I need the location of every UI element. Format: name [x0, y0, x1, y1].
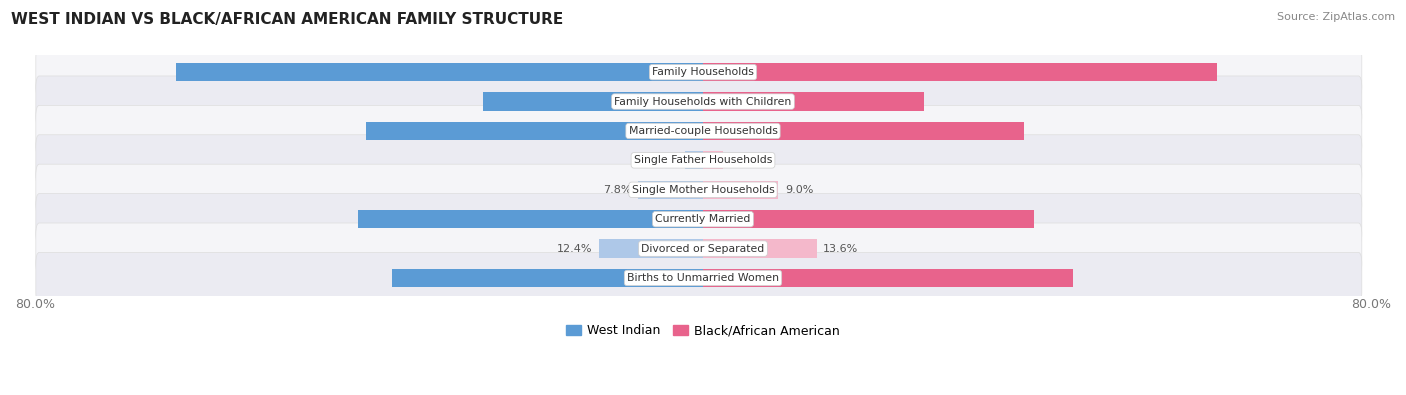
Text: Currently Married: Currently Married	[655, 214, 751, 224]
Text: 40.3%: 40.3%	[655, 126, 690, 136]
Bar	[484, 92, 703, 111]
Bar	[367, 122, 703, 140]
Text: 26.5%: 26.5%	[716, 96, 751, 107]
FancyBboxPatch shape	[35, 252, 1362, 304]
FancyBboxPatch shape	[35, 105, 1362, 156]
Text: Source: ZipAtlas.com: Source: ZipAtlas.com	[1277, 12, 1395, 22]
FancyBboxPatch shape	[35, 76, 1362, 127]
Bar	[703, 151, 723, 169]
Bar	[599, 239, 703, 258]
Text: 61.5%: 61.5%	[716, 67, 751, 77]
Bar	[638, 181, 703, 199]
FancyBboxPatch shape	[35, 194, 1362, 245]
Text: Married-couple Households: Married-couple Households	[628, 126, 778, 136]
Text: Births to Unmarried Women: Births to Unmarried Women	[627, 273, 779, 283]
Bar	[703, 181, 778, 199]
Text: Divorced or Separated: Divorced or Separated	[641, 244, 765, 254]
FancyBboxPatch shape	[35, 164, 1362, 215]
Bar	[703, 210, 1033, 228]
Bar	[703, 269, 1073, 287]
Legend: West Indian, Black/African American: West Indian, Black/African American	[561, 320, 845, 342]
Text: Family Households: Family Households	[652, 67, 754, 77]
Text: 9.0%: 9.0%	[785, 185, 813, 195]
Text: 13.6%: 13.6%	[824, 244, 859, 254]
Bar	[703, 63, 1216, 81]
Text: 7.8%: 7.8%	[603, 185, 631, 195]
Bar	[703, 92, 924, 111]
Bar	[359, 210, 703, 228]
Text: 39.6%: 39.6%	[716, 214, 751, 224]
Bar	[391, 269, 703, 287]
FancyBboxPatch shape	[35, 223, 1362, 274]
FancyBboxPatch shape	[35, 135, 1362, 186]
FancyBboxPatch shape	[35, 47, 1362, 98]
Text: 26.3%: 26.3%	[655, 96, 690, 107]
Text: 12.4%: 12.4%	[557, 244, 593, 254]
Text: Single Mother Households: Single Mother Households	[631, 185, 775, 195]
Text: 37.3%: 37.3%	[655, 273, 690, 283]
Text: Family Households with Children: Family Households with Children	[614, 96, 792, 107]
Bar	[685, 151, 703, 169]
Bar	[703, 122, 1025, 140]
Text: 41.3%: 41.3%	[655, 214, 690, 224]
Text: 2.4%: 2.4%	[730, 155, 758, 166]
Text: 44.3%: 44.3%	[716, 273, 751, 283]
Text: 2.2%: 2.2%	[650, 155, 678, 166]
Text: 63.1%: 63.1%	[655, 67, 690, 77]
Text: WEST INDIAN VS BLACK/AFRICAN AMERICAN FAMILY STRUCTURE: WEST INDIAN VS BLACK/AFRICAN AMERICAN FA…	[11, 12, 564, 27]
Bar	[176, 63, 703, 81]
Text: Single Father Households: Single Father Households	[634, 155, 772, 166]
Bar	[703, 239, 817, 258]
Text: 38.5%: 38.5%	[716, 126, 751, 136]
